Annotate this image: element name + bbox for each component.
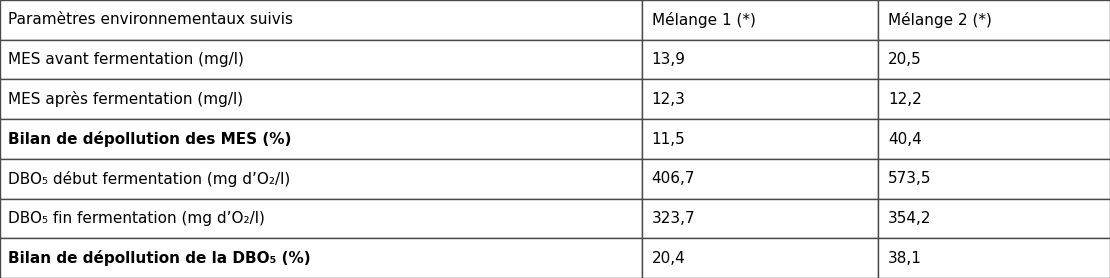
Bar bbox=[0, 80, 642, 119]
Bar bbox=[0, 0, 642, 40]
Text: 38,1: 38,1 bbox=[888, 251, 922, 266]
Bar bbox=[0, 159, 642, 198]
Bar bbox=[642, 80, 878, 119]
Bar bbox=[878, 40, 1110, 80]
Text: DBO₅ fin fermentation (mg d’O₂/l): DBO₅ fin fermentation (mg d’O₂/l) bbox=[8, 211, 265, 226]
Text: 12,3: 12,3 bbox=[652, 92, 686, 107]
Text: DBO₅ début fermentation (mg d’O₂/l): DBO₅ début fermentation (mg d’O₂/l) bbox=[8, 171, 290, 187]
Bar bbox=[878, 119, 1110, 159]
Text: Mélange 1 (*): Mélange 1 (*) bbox=[652, 12, 756, 28]
Text: 20,5: 20,5 bbox=[888, 52, 921, 67]
Bar bbox=[878, 198, 1110, 238]
Text: Mélange 2 (*): Mélange 2 (*) bbox=[888, 12, 992, 28]
Bar bbox=[0, 40, 642, 80]
Bar bbox=[642, 0, 878, 40]
Text: MES avant fermentation (mg/l): MES avant fermentation (mg/l) bbox=[8, 52, 244, 67]
Text: MES après fermentation (mg/l): MES après fermentation (mg/l) bbox=[8, 91, 243, 107]
Text: 354,2: 354,2 bbox=[888, 211, 931, 226]
Bar bbox=[642, 40, 878, 80]
Bar bbox=[878, 238, 1110, 278]
Text: 11,5: 11,5 bbox=[652, 131, 685, 147]
Bar bbox=[878, 80, 1110, 119]
Text: 406,7: 406,7 bbox=[652, 171, 695, 186]
Bar bbox=[878, 0, 1110, 40]
Bar bbox=[0, 119, 642, 159]
Bar bbox=[878, 159, 1110, 198]
Bar bbox=[642, 119, 878, 159]
Text: 20,4: 20,4 bbox=[652, 251, 685, 266]
Bar bbox=[642, 238, 878, 278]
Text: Bilan de dépollution de la DBO₅ (%): Bilan de dépollution de la DBO₅ (%) bbox=[8, 250, 311, 266]
Bar bbox=[0, 238, 642, 278]
Text: 40,4: 40,4 bbox=[888, 131, 921, 147]
Text: 323,7: 323,7 bbox=[652, 211, 695, 226]
Text: 12,2: 12,2 bbox=[888, 92, 921, 107]
Bar bbox=[642, 159, 878, 198]
Text: 13,9: 13,9 bbox=[652, 52, 686, 67]
Text: 573,5: 573,5 bbox=[888, 171, 931, 186]
Bar bbox=[642, 198, 878, 238]
Bar bbox=[0, 198, 642, 238]
Text: Paramètres environnementaux suivis: Paramètres environnementaux suivis bbox=[8, 12, 293, 27]
Text: Bilan de dépollution des MES (%): Bilan de dépollution des MES (%) bbox=[8, 131, 291, 147]
